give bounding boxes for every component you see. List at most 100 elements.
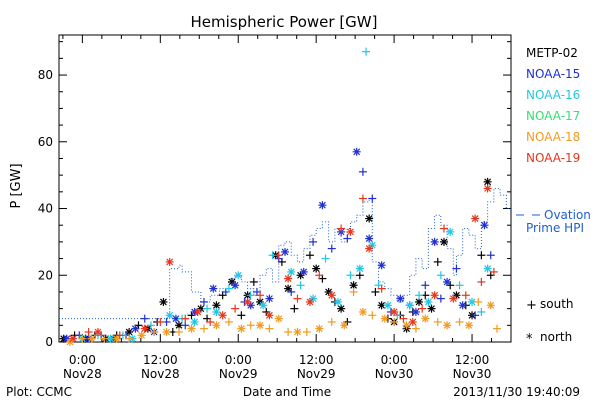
data-point-south	[415, 291, 424, 300]
data-point-south	[315, 271, 324, 280]
data-point-north	[464, 321, 473, 330]
data-point-south	[231, 304, 240, 313]
data-point-south	[489, 267, 498, 276]
data-point-south	[305, 251, 314, 260]
plot-credit: Plot: CCMC	[6, 385, 72, 399]
x-tick-label-time: 12:00	[455, 353, 490, 367]
data-point-south	[199, 324, 208, 333]
data-point-south	[368, 194, 377, 203]
data-point-south	[346, 271, 355, 280]
data-point-north	[486, 301, 495, 310]
legend-item-noaa-19: NOAA-19	[526, 151, 580, 165]
data-point-north	[212, 321, 221, 330]
data-point-north	[421, 314, 430, 323]
data-point-north	[265, 311, 274, 320]
data-point-north	[93, 327, 102, 336]
legend-north-symbol: *	[526, 332, 533, 347]
data-point-south	[390, 317, 399, 326]
data-point-north	[165, 311, 174, 320]
x-tick-label-time: 0:00	[381, 353, 408, 367]
x-tick-label-date: Nov30	[453, 367, 492, 381]
data-point-south	[377, 284, 386, 293]
data-point-south	[156, 317, 165, 326]
data-point-south	[115, 331, 124, 340]
data-point-north	[293, 327, 302, 336]
data-point-north	[471, 214, 480, 223]
data-point-south	[309, 237, 318, 246]
data-point-south	[486, 251, 495, 260]
data-point-south	[249, 277, 258, 286]
legend-item-noaa-18: NOAA-18	[526, 130, 580, 144]
data-point-south	[246, 321, 255, 330]
data-point-north	[237, 324, 246, 333]
y-axis: 0 20 40 60 80	[38, 41, 511, 349]
x-axis: 0:00Nov2812:00Nov280:00Nov2912:00Nov290:…	[62, 35, 512, 381]
data-point-north	[159, 297, 168, 306]
data-point-south	[284, 327, 293, 336]
data-point-north	[365, 234, 374, 243]
data-point-north	[365, 214, 374, 223]
data-point-south	[452, 264, 461, 273]
data-point-south	[433, 317, 442, 326]
data-point-north	[193, 307, 202, 316]
data-point-north	[234, 271, 243, 280]
data-point-north	[333, 297, 342, 306]
legend-ovation-line1: Ovation	[544, 208, 591, 222]
data-point-south	[290, 304, 299, 313]
x-tick-label-date: Nov30	[375, 367, 414, 381]
series-noaa-19	[69, 184, 498, 343]
data-point-north	[449, 294, 458, 303]
data-point-south	[355, 271, 364, 280]
plot-frame	[58, 34, 512, 343]
data-point-south	[256, 291, 265, 300]
data-point-north	[212, 307, 221, 316]
series-metp-02	[59, 177, 495, 343]
data-point-north	[427, 304, 436, 313]
x-tick-label-date: Nov29	[219, 367, 258, 381]
data-point-south	[181, 321, 190, 330]
data-point-south	[327, 244, 336, 253]
data-point-south	[224, 317, 233, 326]
data-point-north	[355, 264, 364, 273]
series-noaa-15	[62, 147, 495, 343]
legend-north-label: north	[540, 330, 572, 344]
data-point-south	[246, 291, 255, 300]
data-point-north	[318, 201, 327, 210]
data-point-north	[87, 334, 96, 343]
data-point-south	[358, 194, 367, 203]
data-point-south	[471, 311, 480, 320]
data-point-north	[162, 327, 171, 336]
data-point-north	[284, 274, 293, 283]
x-axis-label: Date and Time	[243, 385, 331, 399]
data-point-north	[430, 291, 439, 300]
data-point-north	[165, 257, 174, 266]
y-tick-label: 40	[38, 202, 53, 216]
data-point-south	[84, 327, 93, 336]
data-point-north	[383, 301, 392, 310]
data-point-north	[458, 301, 467, 310]
data-point-south	[327, 317, 336, 326]
x-tick-label-time: 0:00	[69, 353, 96, 367]
data-point-north	[187, 324, 196, 333]
data-point-south	[433, 257, 442, 266]
y-tick-label: 0	[45, 335, 53, 349]
data-point-north	[483, 264, 492, 273]
data-point-north	[390, 307, 399, 316]
data-point-north	[402, 321, 411, 330]
data-point-north	[430, 237, 439, 246]
data-point-north	[324, 287, 333, 296]
y-tick-label: 60	[38, 135, 53, 149]
data-point-north	[287, 267, 296, 276]
data-point-south	[439, 224, 448, 233]
data-point-south	[436, 294, 445, 303]
data-point-north	[408, 317, 417, 326]
timestamp: 2013/11/30 19:40:09	[453, 385, 580, 399]
data-point-south	[265, 324, 274, 333]
legend-item-metp-02: METP-02	[526, 46, 578, 60]
data-point-south	[78, 334, 87, 343]
data-point-south	[477, 277, 486, 286]
data-point-north	[380, 314, 389, 323]
data-point-north	[256, 321, 265, 330]
data-point-north	[358, 307, 367, 316]
